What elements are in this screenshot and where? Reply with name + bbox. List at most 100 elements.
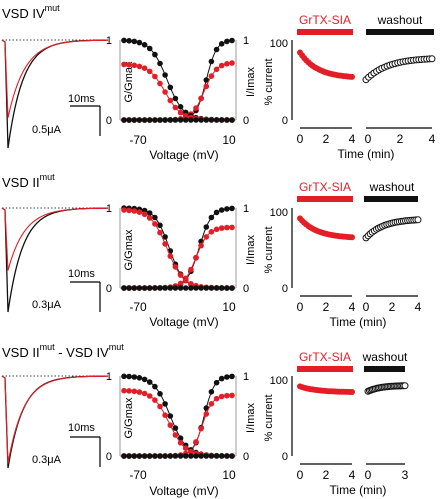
ytick-left-0: 0	[106, 451, 112, 463]
data-point-inactivation	[172, 425, 179, 431]
data-point-zero	[208, 117, 215, 123]
data-point-zero	[152, 285, 158, 291]
washout-bar	[364, 366, 405, 372]
data-point-inactivation	[152, 221, 158, 227]
data-point-activation	[213, 66, 220, 73]
ytick-right-0: 0	[243, 283, 249, 295]
data-point-inactivation	[162, 412, 168, 419]
trace-panel: 10ms 0.3μA	[1, 375, 109, 469]
trace-red	[1, 375, 109, 464]
data-point-inactivation	[162, 89, 168, 95]
data-point-inactivation	[188, 448, 194, 455]
data-point-inactivation	[126, 373, 132, 380]
data-point-activation	[193, 254, 199, 261]
data-point-activation	[218, 62, 225, 69]
data-point-zero	[136, 285, 143, 291]
washout-point	[414, 216, 422, 224]
xtick-b-1: 2	[389, 300, 396, 314]
trace-black	[1, 207, 108, 313]
row-title-main: VSD IV	[2, 6, 45, 21]
data-point-activation	[208, 58, 215, 65]
data-point-inactivation	[157, 80, 163, 87]
data-point-activation	[198, 242, 204, 249]
toxin-bar-label: GrTX-SIA	[299, 180, 351, 194]
data-point-zero	[198, 453, 204, 459]
toxin-bar-label: GrTX-SIA	[299, 13, 351, 27]
ytick-0: 0	[282, 451, 288, 463]
data-point-activation	[188, 266, 194, 273]
data-point-inactivation	[131, 62, 138, 69]
data-point-inactivation	[157, 60, 163, 67]
data-point-inactivation	[141, 65, 148, 71]
data-point-inactivation	[126, 61, 132, 68]
data-point-zero	[131, 453, 138, 459]
washout-bar-label: washout	[377, 13, 423, 27]
x-axis-label: Voltage (mV)	[149, 315, 218, 329]
data-point-zero	[162, 453, 168, 459]
xtick-left: -70	[129, 300, 147, 314]
data-point-activation	[213, 379, 220, 386]
toxin-bar	[297, 29, 353, 35]
data-point-activation	[208, 73, 215, 79]
y-axis-label-right: I/Imax	[245, 235, 257, 265]
timecourse-panel: GrTX-SIA washout 100 0 % current 0 2 4 0…	[263, 13, 436, 161]
data-point-inactivation	[177, 435, 184, 442]
xtick-b-0: 0	[365, 132, 372, 146]
data-point-activation	[203, 411, 210, 417]
row-title-sup: mut	[40, 172, 56, 182]
xtick-left: -70	[129, 468, 147, 482]
data-point-inactivation	[182, 113, 189, 119]
data-point-zero	[229, 285, 235, 291]
trace-panel: 10ms 0.3μA	[1, 207, 108, 313]
washout-bar	[364, 196, 418, 202]
washout-point	[401, 382, 409, 390]
data-point-zero	[131, 117, 138, 123]
y-axis-label-right: I/Imax	[245, 67, 257, 97]
data-point-inactivation	[167, 84, 174, 91]
washout-bar	[366, 29, 434, 35]
fit-curve-activation	[124, 375, 232, 457]
data-point-inactivation	[126, 38, 132, 44]
data-point-activation	[218, 41, 225, 47]
xtick-a-2: 4	[349, 468, 356, 482]
data-point-zero	[213, 117, 220, 123]
data-point-zero	[152, 453, 158, 459]
data-point-inactivation	[167, 97, 174, 104]
data-point-activation	[213, 226, 220, 233]
data-point-zero	[213, 285, 220, 291]
y-axis-label-left: G/Gmax	[123, 229, 135, 270]
data-point-zero	[218, 117, 225, 123]
data-point-zero	[193, 453, 199, 459]
xtick-a-1: 2	[323, 300, 330, 314]
scale-label-time: 10ms	[68, 422, 95, 434]
data-point-zero	[162, 117, 168, 123]
data-point-inactivation	[146, 68, 153, 75]
data-point-inactivation	[167, 422, 174, 429]
fit-curve-inactivation	[123, 209, 232, 289]
row-title-main: VSD II	[2, 175, 40, 190]
data-point-activation	[213, 46, 220, 53]
toxin-point	[349, 389, 355, 395]
scale-label-time: 10ms	[68, 268, 95, 280]
data-point-zero	[126, 117, 132, 123]
data-point-zero	[203, 117, 210, 123]
data-point-inactivation	[167, 413, 174, 419]
data-point-activation	[193, 439, 199, 445]
data-point-activation	[229, 205, 235, 212]
data-point-zero	[121, 453, 127, 459]
data-point-zero	[188, 453, 194, 459]
ytick-left-0: 0	[106, 115, 112, 127]
data-point-inactivation	[131, 208, 138, 214]
data-point-zero	[126, 453, 132, 459]
row-title: VSD IImut	[2, 172, 55, 190]
fit-curve-activation	[124, 394, 232, 457]
data-point-zero	[146, 453, 153, 459]
toxin-point	[349, 234, 355, 241]
data-point-inactivation	[146, 215, 153, 221]
data-point-zero	[157, 285, 163, 291]
xtick-a-2: 4	[349, 300, 356, 314]
data-point-zero	[203, 285, 210, 291]
data-point-zero	[188, 117, 194, 123]
data-point-activation	[229, 373, 235, 380]
trace-red	[1, 39, 108, 118]
